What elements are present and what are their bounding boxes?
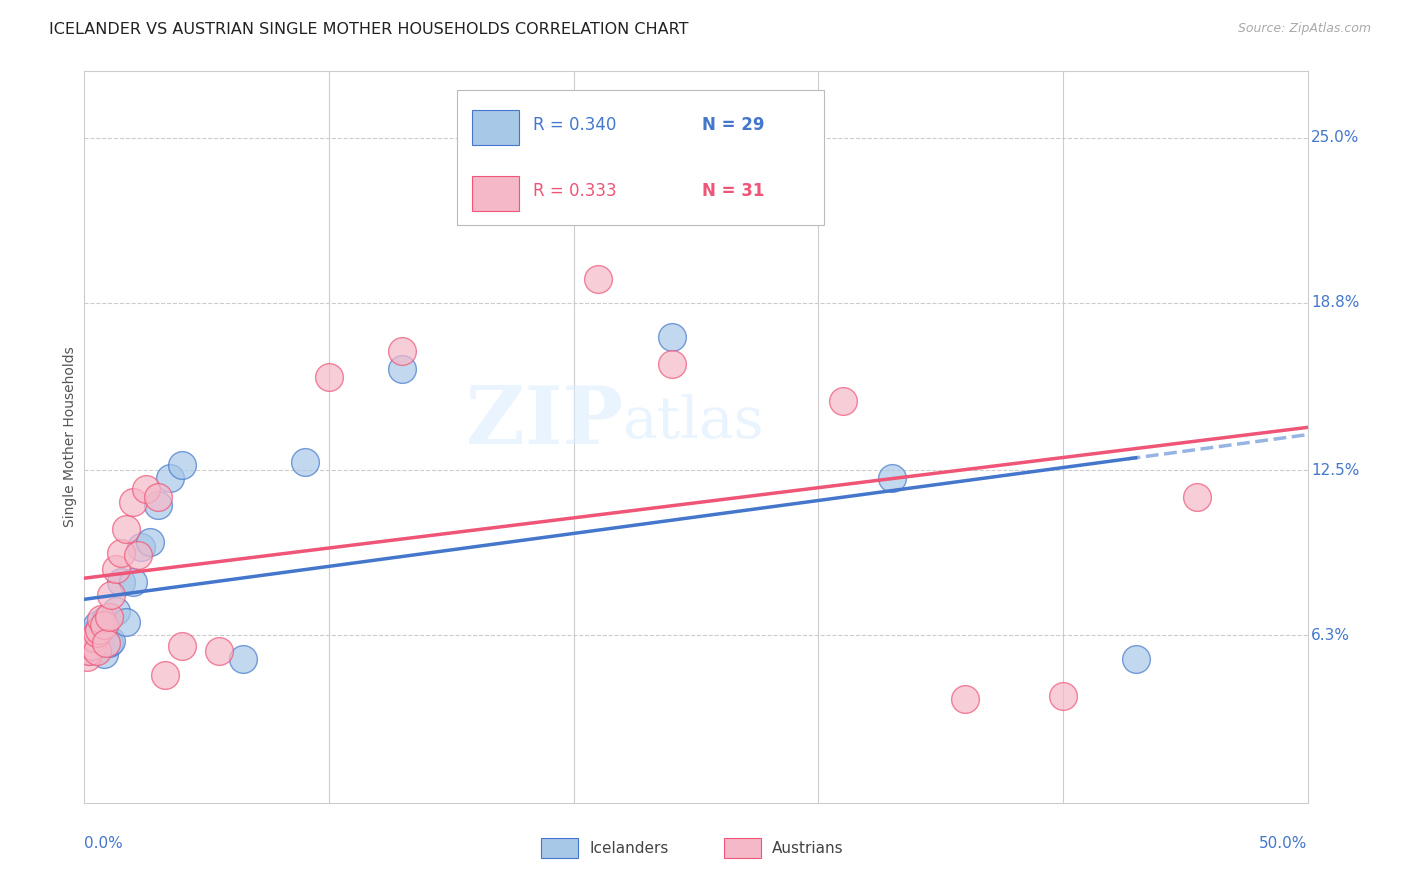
Point (294, 455, 316, 469)
Point (159, 471, 181, 485)
FancyBboxPatch shape (472, 176, 519, 211)
Point (122, 495, 145, 509)
Point (1187, 490, 1209, 504)
Point (86, 641, 108, 656)
Text: N = 31: N = 31 (702, 182, 765, 200)
Text: Austrians: Austrians (772, 841, 844, 855)
Point (80, 636, 103, 650)
Text: ICELANDER VS AUSTRIAN SINGLE MOTHER HOUSEHOLDS CORRELATION CHART: ICELANDER VS AUSTRIAN SINGLE MOTHER HOUS… (49, 22, 689, 37)
Point (86, 644, 108, 658)
Point (100, 633, 122, 648)
Point (76, 636, 98, 650)
Point (318, 370, 340, 384)
Point (96, 612, 118, 626)
FancyBboxPatch shape (457, 89, 824, 225)
Point (105, 562, 128, 576)
Point (139, 535, 162, 549)
Point (135, 482, 157, 496)
Point (93, 647, 115, 661)
Point (661, 357, 683, 371)
Point (661, 330, 683, 344)
Text: Source: ZipAtlas.com: Source: ZipAtlas.com (1237, 22, 1371, 36)
Point (110, 546, 132, 560)
Point (87, 633, 110, 648)
Point (83, 639, 105, 653)
Point (146, 490, 169, 504)
Point (80, 628, 103, 642)
Point (96, 636, 118, 650)
Point (586, 272, 609, 286)
FancyBboxPatch shape (472, 110, 519, 145)
Point (115, 615, 138, 629)
Point (97, 636, 120, 650)
Point (127, 549, 149, 563)
Text: atlas: atlas (623, 394, 765, 450)
Point (391, 362, 413, 376)
Point (83, 625, 105, 640)
Text: 12.5%: 12.5% (1312, 463, 1360, 478)
Point (232, 652, 254, 666)
Point (489, 162, 512, 177)
Point (1052, 690, 1074, 704)
Point (105, 604, 128, 618)
Text: ZIP: ZIP (465, 384, 623, 461)
Point (86, 617, 108, 632)
Point (172, 458, 194, 472)
Point (90, 628, 112, 642)
Point (77, 644, 100, 658)
Point (172, 639, 194, 653)
Point (77, 644, 100, 658)
Point (115, 522, 138, 536)
Text: 50.0%: 50.0% (1260, 836, 1308, 851)
Point (953, 692, 976, 706)
Point (80, 639, 103, 653)
Point (208, 644, 231, 658)
Point (110, 575, 132, 590)
Text: 18.8%: 18.8% (1312, 295, 1360, 310)
Point (122, 575, 145, 590)
Point (83, 631, 105, 645)
Point (831, 394, 853, 409)
Point (93, 617, 115, 632)
Point (97, 609, 120, 624)
Point (153, 668, 176, 682)
Point (391, 343, 413, 358)
Text: N = 29: N = 29 (702, 116, 765, 134)
Point (90, 612, 112, 626)
Point (87, 623, 110, 637)
Text: R = 0.340: R = 0.340 (533, 116, 617, 134)
Point (100, 588, 122, 602)
Point (1125, 652, 1147, 666)
Point (880, 471, 903, 485)
Point (86, 625, 108, 640)
Text: Icelanders: Icelanders (589, 841, 668, 855)
Point (76, 649, 98, 664)
Y-axis label: Single Mother Households: Single Mother Households (63, 347, 77, 527)
Text: 6.3%: 6.3% (1312, 628, 1350, 643)
Text: 0.0%: 0.0% (84, 836, 124, 851)
Point (129, 541, 152, 555)
Text: R = 0.333: R = 0.333 (533, 182, 617, 200)
Text: 25.0%: 25.0% (1312, 130, 1360, 145)
Point (146, 498, 169, 512)
